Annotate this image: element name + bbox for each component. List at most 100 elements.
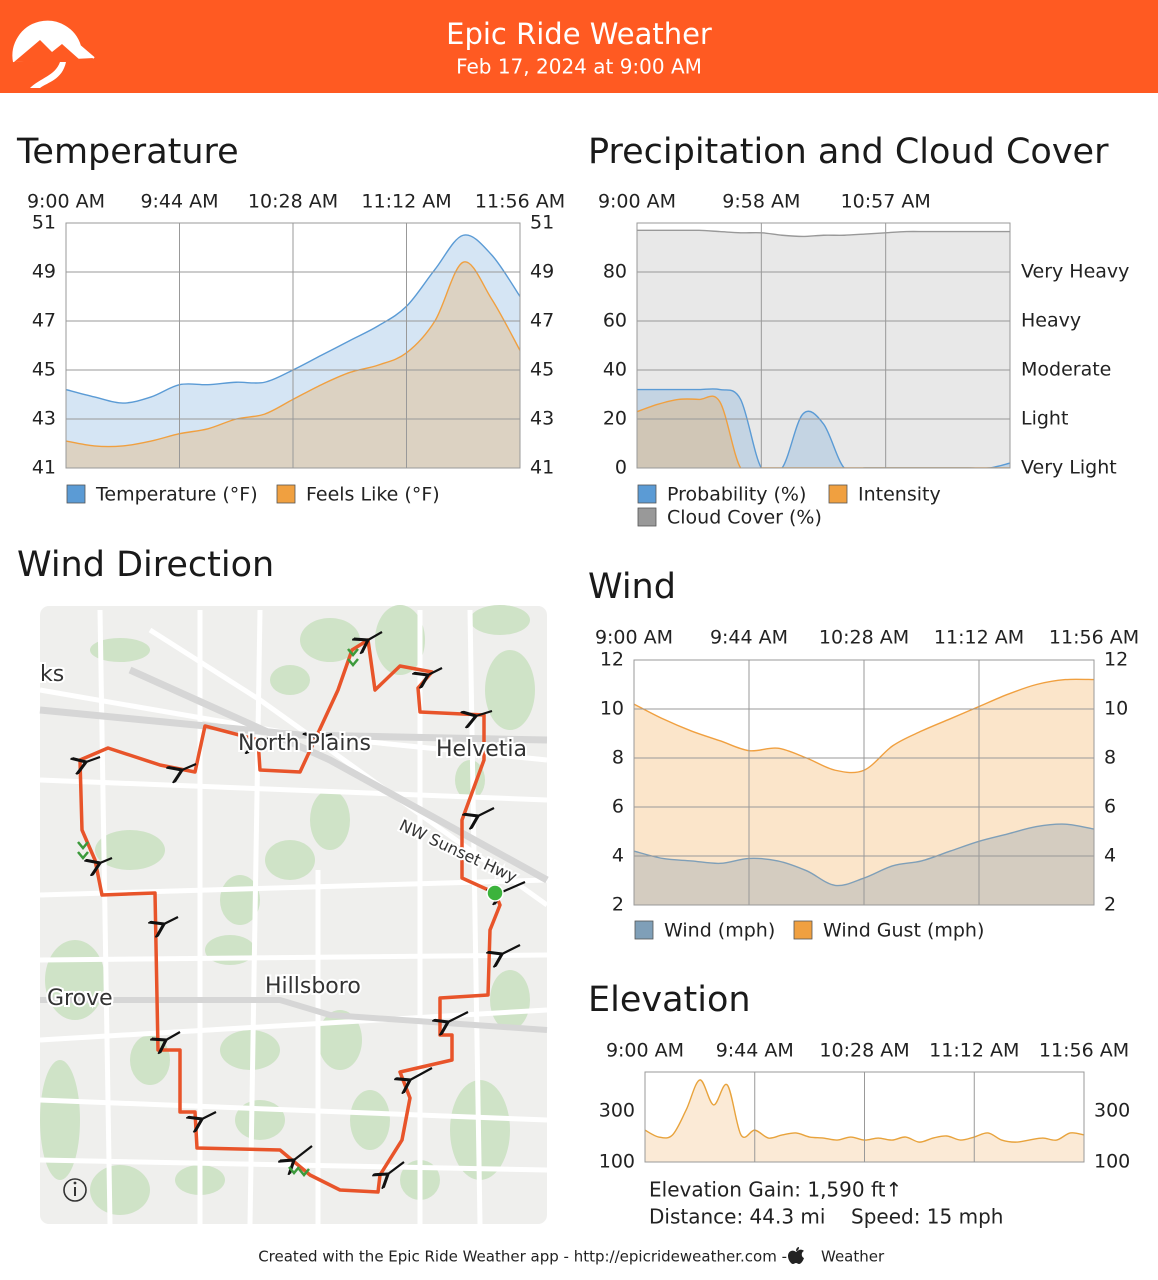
area: [637, 396, 1010, 468]
wind-arrow: [388, 1161, 405, 1174]
x-tick-label: 9:44 AM: [140, 191, 218, 213]
speed: Speed: 15 mph: [851, 1205, 1003, 1229]
x-tick-label: 11:56 AM: [1039, 1040, 1129, 1062]
map-label: Hillsboro: [265, 974, 361, 999]
direction-chevron: [347, 658, 359, 667]
y-tick-label: 60: [603, 310, 627, 332]
direction-chevron: [298, 1168, 310, 1177]
wind-arrow: [476, 709, 493, 716]
section-title: Wind: [588, 567, 676, 607]
map-label: Grove: [47, 986, 113, 1011]
park: [95, 830, 165, 870]
section-title: Elevation: [588, 980, 751, 1020]
section-title: Wind Direction: [17, 545, 274, 585]
wind-arrow: [478, 807, 495, 816]
wind-arrow: [318, 734, 333, 738]
area: [637, 230, 1010, 468]
plot-series: [637, 229, 1010, 468]
wind-arrow: [502, 880, 526, 892]
wind-arrow: [502, 944, 521, 954]
y-tick-label: 6: [612, 796, 624, 818]
info-dot: [73, 1181, 77, 1185]
y-tick-label-right: 49: [530, 261, 554, 283]
park: [455, 760, 485, 800]
park: [265, 840, 315, 880]
y-tick-label-right: 2: [1104, 894, 1116, 916]
plot-area: [637, 223, 1010, 468]
park: [350, 1090, 390, 1150]
y-tick-label: 51: [32, 212, 56, 234]
park: [90, 638, 150, 662]
park: [485, 650, 535, 730]
y-tick-label: 0: [615, 457, 627, 479]
y2-tick-label: Heavy: [1021, 310, 1081, 332]
header-bar: [0, 0, 1158, 93]
x-tick-label: 9:00 AM: [606, 1040, 684, 1062]
park: [490, 970, 530, 1030]
highway: [39, 706, 548, 744]
park: [300, 618, 360, 662]
park: [270, 665, 310, 695]
line: [637, 229, 1010, 238]
y-tick-label: 100: [599, 1151, 635, 1173]
logo: [12, 20, 95, 88]
direction-chevron: [77, 841, 89, 850]
road: [39, 1097, 548, 1123]
wind-arrow: [428, 667, 443, 675]
x-tick-label: 9:44 AM: [716, 1040, 794, 1062]
highway: [128, 666, 549, 884]
x-tick-label: 9:58 AM: [722, 191, 800, 213]
y2-tick-label: Very Heavy: [1021, 261, 1129, 283]
legend-swatch: [634, 920, 654, 940]
y-tick-label-right: 41: [530, 457, 554, 479]
x-tick-label: 11:56 AM: [475, 191, 565, 213]
y-tick-label: 41: [32, 457, 56, 479]
y-tick-label: 49: [32, 261, 56, 283]
x-tick-label: 11:12 AM: [929, 1040, 1019, 1062]
y-tick-label: 45: [32, 359, 56, 381]
direction-chevron: [347, 648, 359, 657]
y-tick-label-right: 4: [1104, 845, 1116, 867]
road: [39, 777, 548, 803]
wind-arrow: [202, 1111, 217, 1119]
road: [247, 609, 263, 1225]
wind-arrow: [410, 1067, 433, 1080]
y-tick-label-right: 12: [1104, 649, 1128, 671]
wind-arrow: [182, 762, 197, 770]
ride-date: Feb 17, 2024 at 9:00 AM: [456, 55, 702, 79]
y-tick-label-right: 100: [1094, 1151, 1130, 1173]
map-label: North Plains: [238, 731, 371, 756]
y2-tick-label: Very Light: [1021, 457, 1117, 479]
wind-arrow: [368, 631, 383, 640]
y-tick-label-right: 47: [530, 310, 554, 332]
x-tick-label: 9:00 AM: [27, 191, 105, 213]
wind-arrow: [294, 1145, 313, 1160]
park: [220, 1030, 280, 1070]
legend-label: Wind (mph): [664, 920, 775, 942]
legend-label: Probability (%): [667, 484, 806, 506]
x-tick-label: 9:44 AM: [710, 627, 788, 649]
legend-swatch: [276, 484, 296, 504]
section-title: Temperature: [16, 132, 239, 172]
map-label: ks: [40, 662, 64, 687]
legend-swatch: [637, 507, 657, 527]
x-tick-label: 10:28 AM: [819, 627, 909, 649]
y-tick-label: 20: [603, 408, 627, 430]
y-tick-label-right: 10: [1104, 698, 1128, 720]
x-tick-label: 9:00 AM: [595, 627, 673, 649]
legend-label: Intensity: [858, 484, 941, 506]
plot-border: [65, 222, 521, 469]
legend-swatch: [793, 920, 813, 940]
wind-arrow: [100, 856, 113, 863]
road: [97, 609, 113, 1225]
footer-text: Created with the Epic Ride Weather app -…: [258, 1248, 787, 1266]
park: [310, 790, 350, 850]
legend-swatch: [637, 484, 657, 504]
legend-swatch: [66, 484, 86, 504]
x-tick-label: 11:12 AM: [934, 627, 1024, 649]
wind-arrow: [164, 916, 179, 924]
wind-arrow: [256, 738, 271, 742]
y-tick-label: 2: [612, 894, 624, 916]
y-tick-label: 300: [599, 1100, 635, 1122]
